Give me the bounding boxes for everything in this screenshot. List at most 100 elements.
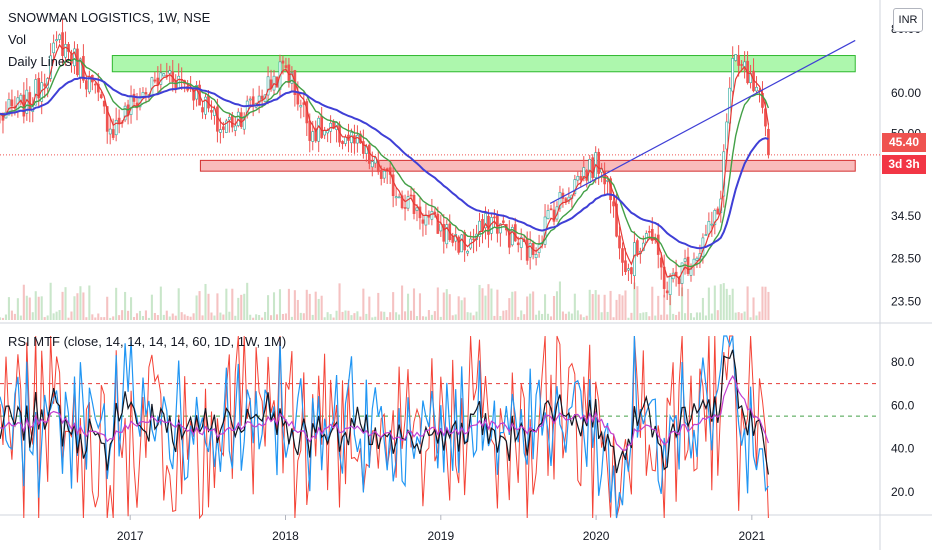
- candle: [552, 201, 556, 226]
- candle: [233, 116, 237, 137]
- candle: [630, 266, 633, 284]
- volume-bar: [523, 314, 526, 320]
- volume-bar: [344, 310, 347, 320]
- volume-bar: [552, 296, 556, 320]
- volume-bar: [734, 312, 737, 320]
- volume-bar: [249, 314, 252, 320]
- candle: [579, 170, 583, 187]
- volume-bar: [442, 292, 445, 320]
- candle: [162, 72, 166, 77]
- candle: [513, 217, 517, 242]
- volume-bar: [365, 313, 368, 320]
- volume-bar: [34, 291, 37, 320]
- candle: [457, 235, 461, 255]
- candle: [546, 204, 550, 220]
- candle: [633, 231, 636, 290]
- candle: [126, 99, 130, 125]
- candle: [421, 213, 425, 237]
- candle: [320, 106, 324, 139]
- candle: [537, 234, 541, 258]
- volume-bar: [195, 295, 198, 320]
- volume-bar: [648, 316, 651, 320]
- support-zone: [199, 159, 856, 172]
- volume-bar: [58, 310, 61, 320]
- volume-bar: [585, 315, 588, 320]
- volume-bar: [433, 311, 436, 320]
- candle: [186, 80, 189, 93]
- volume-bar: [7, 297, 10, 320]
- volume-bar: [645, 312, 648, 320]
- candle: [299, 99, 303, 119]
- volume-bar: [55, 311, 58, 320]
- volume-bar: [555, 291, 559, 320]
- volume-bar: [79, 286, 82, 320]
- candle: [716, 206, 720, 215]
- volume-bar: [272, 292, 276, 320]
- volume-bar: [389, 312, 392, 320]
- volume-bar: [234, 315, 237, 320]
- volume-bar: [517, 316, 520, 320]
- candle: [755, 76, 758, 94]
- volume-bar: [725, 288, 728, 320]
- candle: [424, 203, 428, 236]
- volume-bar: [395, 312, 398, 320]
- volume-bar: [261, 317, 264, 320]
- candle: [317, 115, 321, 153]
- volume-bar: [541, 313, 544, 320]
- volume-bar: [761, 286, 764, 320]
- candle: [606, 178, 609, 195]
- time-tick-label: 2020: [583, 529, 610, 543]
- candle: [99, 91, 103, 100]
- volume-bar: [201, 315, 204, 320]
- currency-button[interactable]: INR: [893, 8, 923, 32]
- daily-lines-legend[interactable]: Daily Lines: [8, 54, 72, 69]
- candle: [490, 213, 493, 241]
- candle: [460, 233, 463, 253]
- volume-bar: [43, 317, 46, 320]
- volume-bar: [460, 300, 463, 320]
- volume-bar: [436, 287, 439, 320]
- volume-bar: [267, 295, 270, 320]
- volume-bar: [85, 317, 88, 320]
- volume-bar: [186, 315, 189, 320]
- volume-bar: [514, 291, 517, 320]
- candle: [93, 82, 97, 94]
- volume-bar: [37, 296, 40, 320]
- volume-bar: [284, 313, 287, 320]
- candle: [510, 224, 514, 247]
- candle: [668, 273, 672, 306]
- ascending-trendline: [549, 39, 856, 204]
- volume-bar: [407, 293, 410, 320]
- volume-bar: [499, 315, 502, 320]
- candle: [597, 148, 601, 186]
- volume-bar: [404, 311, 407, 320]
- candle: [242, 112, 246, 135]
- volume-bar: [707, 287, 710, 320]
- volume-bar: [332, 317, 335, 320]
- rsi-legend[interactable]: RSI MTF (close, 14, 14, 14, 14, 60, 1D, …: [8, 334, 287, 349]
- volume-bar: [651, 286, 654, 320]
- volume-bar: [752, 297, 755, 320]
- volume-bar: [317, 298, 320, 320]
- volume-bar: [290, 316, 293, 320]
- volume-bar: [356, 311, 359, 320]
- volume-bar: [535, 314, 538, 320]
- candle: [356, 125, 359, 153]
- volume-legend[interactable]: Vol: [8, 32, 27, 47]
- volume-bar: [549, 316, 553, 320]
- volume-bar: [377, 292, 380, 320]
- volume-bar: [520, 310, 523, 320]
- candle: [448, 214, 452, 242]
- candle: [34, 74, 38, 106]
- candle: [469, 231, 472, 250]
- candle: [573, 174, 577, 197]
- candle: [117, 109, 121, 134]
- volume-bar: [112, 316, 115, 320]
- volume-bar: [31, 312, 34, 320]
- candle: [636, 238, 639, 257]
- volume-bar: [490, 288, 493, 320]
- volume-bar: [532, 291, 535, 320]
- candle: [207, 90, 210, 113]
- volume-bar: [204, 283, 207, 320]
